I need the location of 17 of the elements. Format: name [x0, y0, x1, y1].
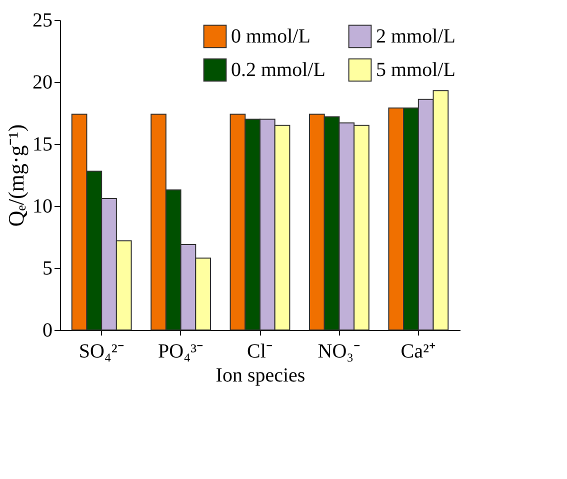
- x-tick-label: PO₄³⁻: [158, 340, 204, 362]
- x-tick-label: SO₄²⁻: [78, 340, 124, 362]
- x-axis-title: Ion species: [216, 364, 306, 386]
- y-axis-title: Qₑ/(mg·g⁻¹): [4, 124, 28, 227]
- y-tick-label: 20: [32, 72, 52, 94]
- y-tick-label: 25: [32, 10, 52, 32]
- y-tick-label: 10: [32, 196, 52, 218]
- x-tick-label: Ca²⁺: [400, 340, 436, 362]
- legend-label: 2 mmol/L: [376, 25, 456, 48]
- y-tick-label: 0: [42, 320, 52, 342]
- legend-label: 0.2 mmol/L: [231, 59, 326, 81]
- legend-label: 5 mmol/L: [376, 59, 456, 81]
- y-tick-label: 15: [32, 134, 52, 156]
- x-tick-label: Cl⁻: [247, 340, 273, 362]
- y-tick-label: 5: [42, 258, 52, 280]
- x-tick-label: NO₃⁻: [318, 340, 361, 362]
- legend-label: 0 mmol/L: [231, 25, 310, 48]
